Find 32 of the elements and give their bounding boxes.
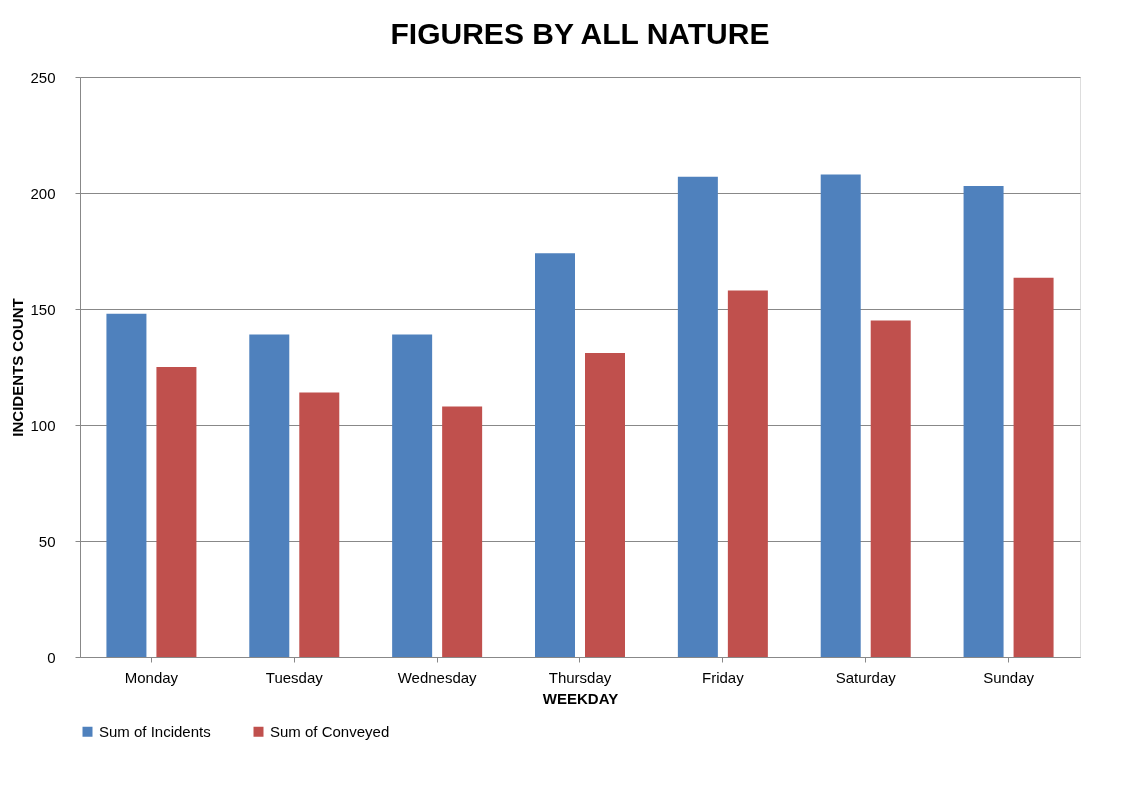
bar	[870, 320, 911, 657]
x-tick-label: Thursday	[548, 668, 612, 686]
bar	[535, 253, 575, 657]
y-tick-label: 150	[30, 300, 56, 318]
x-tick-label: Sunday	[983, 668, 1035, 686]
x-tick-label: Tuesday	[265, 668, 324, 686]
bar	[392, 334, 433, 657]
y-tick-label: 200	[30, 184, 56, 202]
bar	[820, 174, 861, 657]
legend-label: Sum of Conveyed	[270, 722, 390, 740]
x-tick-label: Monday	[124, 668, 179, 686]
y-axis-title: INCIDENTS COUNT	[9, 298, 27, 437]
bar	[963, 186, 1004, 657]
y-tick-label: 100	[30, 416, 56, 434]
y-tick-label: 0	[47, 648, 56, 666]
chart-title: FIGURES BY ALL NATURE	[390, 17, 770, 50]
bar	[677, 176, 718, 657]
x-tick-label: Wednesday	[397, 668, 478, 686]
bar	[156, 367, 197, 657]
legend-label: Sum of Incidents	[99, 722, 211, 740]
bar	[585, 353, 625, 657]
bar	[442, 406, 483, 657]
y-tick-label: 50	[38, 532, 56, 550]
y-tick-label: 250	[30, 68, 56, 86]
x-axis-title: WEEKDAY	[542, 689, 619, 707]
bar	[1013, 277, 1054, 657]
x-tick-label: Saturday	[835, 668, 897, 686]
bar	[299, 392, 340, 657]
bar	[106, 313, 147, 657]
x-tick-label: Friday	[702, 668, 745, 686]
bar	[249, 334, 290, 657]
bar	[727, 290, 768, 657]
